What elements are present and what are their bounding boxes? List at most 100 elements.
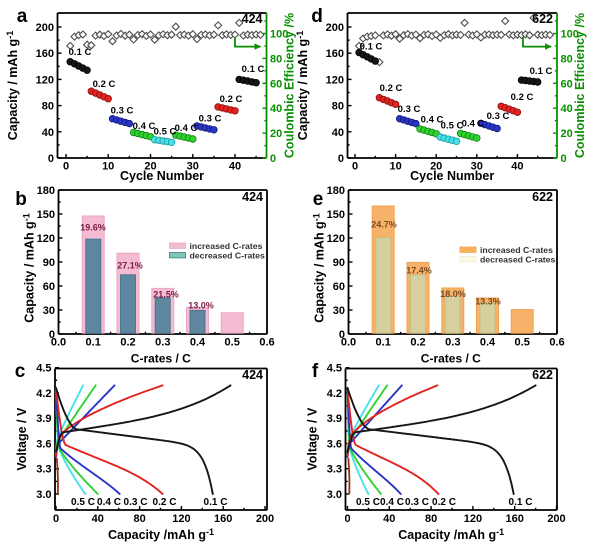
svg-text:0.2 C: 0.2 C — [380, 83, 403, 94]
svg-text:0.2: 0.2 — [410, 337, 425, 349]
svg-text:0: 0 — [339, 329, 345, 341]
svg-text:b: b — [15, 189, 27, 210]
svg-text:0.1 C: 0.1 C — [509, 497, 533, 508]
svg-text:Coulombic Efficiency /%: Coulombic Efficiency /% — [573, 13, 587, 158]
svg-text:160: 160 — [36, 48, 54, 60]
svg-text:0.3: 0.3 — [155, 337, 170, 349]
svg-text:120: 120 — [37, 233, 55, 245]
svg-text:Coulombic Efficiency /%: Coulombic Efficiency /% — [283, 13, 297, 158]
svg-text:40: 40 — [561, 103, 573, 115]
svg-text:17.4%: 17.4% — [406, 266, 432, 276]
svg-text:30: 30 — [187, 161, 199, 173]
svg-text:20: 20 — [270, 128, 282, 140]
svg-text:3.0: 3.0 — [327, 489, 342, 501]
svg-text:Capacity / mAh g-1: Capacity / mAh g-1 — [5, 31, 20, 140]
svg-text:180: 180 — [37, 185, 55, 197]
svg-text:3.6: 3.6 — [36, 439, 51, 451]
svg-text:0: 0 — [49, 329, 55, 341]
svg-text:0.3 C: 0.3 C — [405, 497, 429, 508]
svg-text:3.9: 3.9 — [36, 413, 51, 425]
svg-text:0.4 C: 0.4 C — [97, 497, 121, 508]
svg-text:0.5 C: 0.5 C — [71, 497, 95, 508]
svg-text:200: 200 — [326, 22, 344, 34]
svg-text:180: 180 — [327, 185, 345, 197]
svg-text:40: 40 — [229, 161, 241, 173]
svg-text:0.4 C: 0.4 C — [133, 121, 156, 132]
svg-text:120: 120 — [327, 233, 345, 245]
svg-text:120: 120 — [172, 513, 190, 525]
svg-text:3.9: 3.9 — [327, 413, 342, 425]
svg-text:424: 424 — [242, 368, 263, 382]
svg-text:0.3 C: 0.3 C — [398, 104, 421, 115]
svg-text:Voltage / V: Voltage / V — [306, 407, 320, 471]
svg-text:0.5 C: 0.5 C — [441, 121, 464, 132]
svg-text:19.6%: 19.6% — [80, 223, 106, 233]
svg-text:40: 40 — [332, 127, 344, 139]
svg-text:0.1 C: 0.1 C — [530, 66, 553, 77]
svg-text:90: 90 — [333, 257, 345, 269]
svg-text:30: 30 — [43, 305, 55, 317]
svg-text:0.4 C: 0.4 C — [421, 115, 444, 126]
svg-text:0.2: 0.2 — [120, 337, 135, 349]
svg-text:40: 40 — [270, 103, 282, 115]
svg-text:0.2 C: 0.2 C — [93, 79, 116, 90]
svg-text:0.2 C: 0.2 C — [153, 497, 177, 508]
svg-text:30: 30 — [333, 305, 345, 317]
svg-text:0: 0 — [344, 513, 350, 525]
svg-text:C-rates / C: C-rates / C — [131, 352, 191, 366]
svg-text:150: 150 — [37, 209, 55, 221]
svg-text:0: 0 — [338, 153, 344, 165]
svg-text:120: 120 — [326, 74, 344, 86]
svg-text:decreased C-rates: decreased C-rates — [480, 255, 556, 265]
svg-text:160: 160 — [214, 513, 232, 525]
svg-text:0.6: 0.6 — [549, 337, 564, 349]
svg-text:0.4: 0.4 — [480, 337, 496, 349]
svg-text:90: 90 — [43, 257, 55, 269]
svg-text:200: 200 — [256, 513, 274, 525]
svg-text:200: 200 — [547, 513, 565, 525]
svg-text:622: 622 — [532, 190, 553, 204]
svg-text:Capacity /mAh g-1: Capacity /mAh g-1 — [108, 527, 214, 542]
svg-text:0.1: 0.1 — [376, 337, 391, 349]
svg-text:100: 100 — [561, 29, 579, 41]
svg-text:0.5 C: 0.5 C — [154, 127, 177, 138]
svg-text:0.1: 0.1 — [86, 337, 101, 349]
svg-text:0.6: 0.6 — [259, 337, 274, 349]
svg-text:0.3 C: 0.3 C — [487, 111, 510, 122]
svg-text:Capacity / mAh g-1: Capacity / mAh g-1 — [295, 31, 310, 140]
svg-text:0.4 C: 0.4 C — [462, 119, 485, 130]
svg-text:40: 40 — [383, 513, 395, 525]
svg-text:30: 30 — [471, 161, 483, 173]
svg-text:0.5: 0.5 — [515, 337, 530, 349]
svg-text:Cycle Number: Cycle Number — [410, 169, 494, 183]
svg-text:0: 0 — [352, 161, 358, 173]
svg-text:80: 80 — [425, 513, 437, 525]
svg-text:120: 120 — [464, 513, 482, 525]
svg-text:424: 424 — [242, 12, 263, 26]
svg-text:0.3 C: 0.3 C — [124, 497, 148, 508]
svg-text:100: 100 — [270, 29, 288, 41]
svg-text:Capacity / mAh g-1: Capacity / mAh g-1 — [22, 213, 37, 322]
svg-text:0.4 C: 0.4 C — [175, 123, 198, 134]
svg-text:0: 0 — [63, 161, 69, 173]
svg-text:0: 0 — [561, 153, 567, 165]
svg-text:20: 20 — [430, 161, 442, 173]
svg-text:a: a — [17, 6, 28, 27]
svg-text:e: e — [313, 189, 324, 210]
svg-text:24.7%: 24.7% — [371, 220, 397, 230]
svg-text:d: d — [311, 6, 323, 27]
svg-text:0.3 C: 0.3 C — [199, 114, 222, 125]
svg-text:Cycle Number: Cycle Number — [120, 169, 204, 183]
svg-text:3.3: 3.3 — [327, 464, 342, 476]
svg-text:increased C-rates: increased C-rates — [480, 245, 553, 255]
svg-text:21.5%: 21.5% — [153, 290, 179, 300]
svg-text:4.5: 4.5 — [36, 363, 51, 375]
svg-text:0.1 C: 0.1 C — [242, 64, 265, 75]
svg-text:0.5 C: 0.5 C — [356, 497, 380, 508]
svg-text:80: 80 — [133, 513, 145, 525]
svg-text:80: 80 — [561, 53, 573, 65]
svg-text:0.5: 0.5 — [225, 337, 240, 349]
svg-text:160: 160 — [326, 48, 344, 60]
svg-text:10: 10 — [102, 161, 114, 173]
svg-text:20: 20 — [144, 161, 156, 173]
